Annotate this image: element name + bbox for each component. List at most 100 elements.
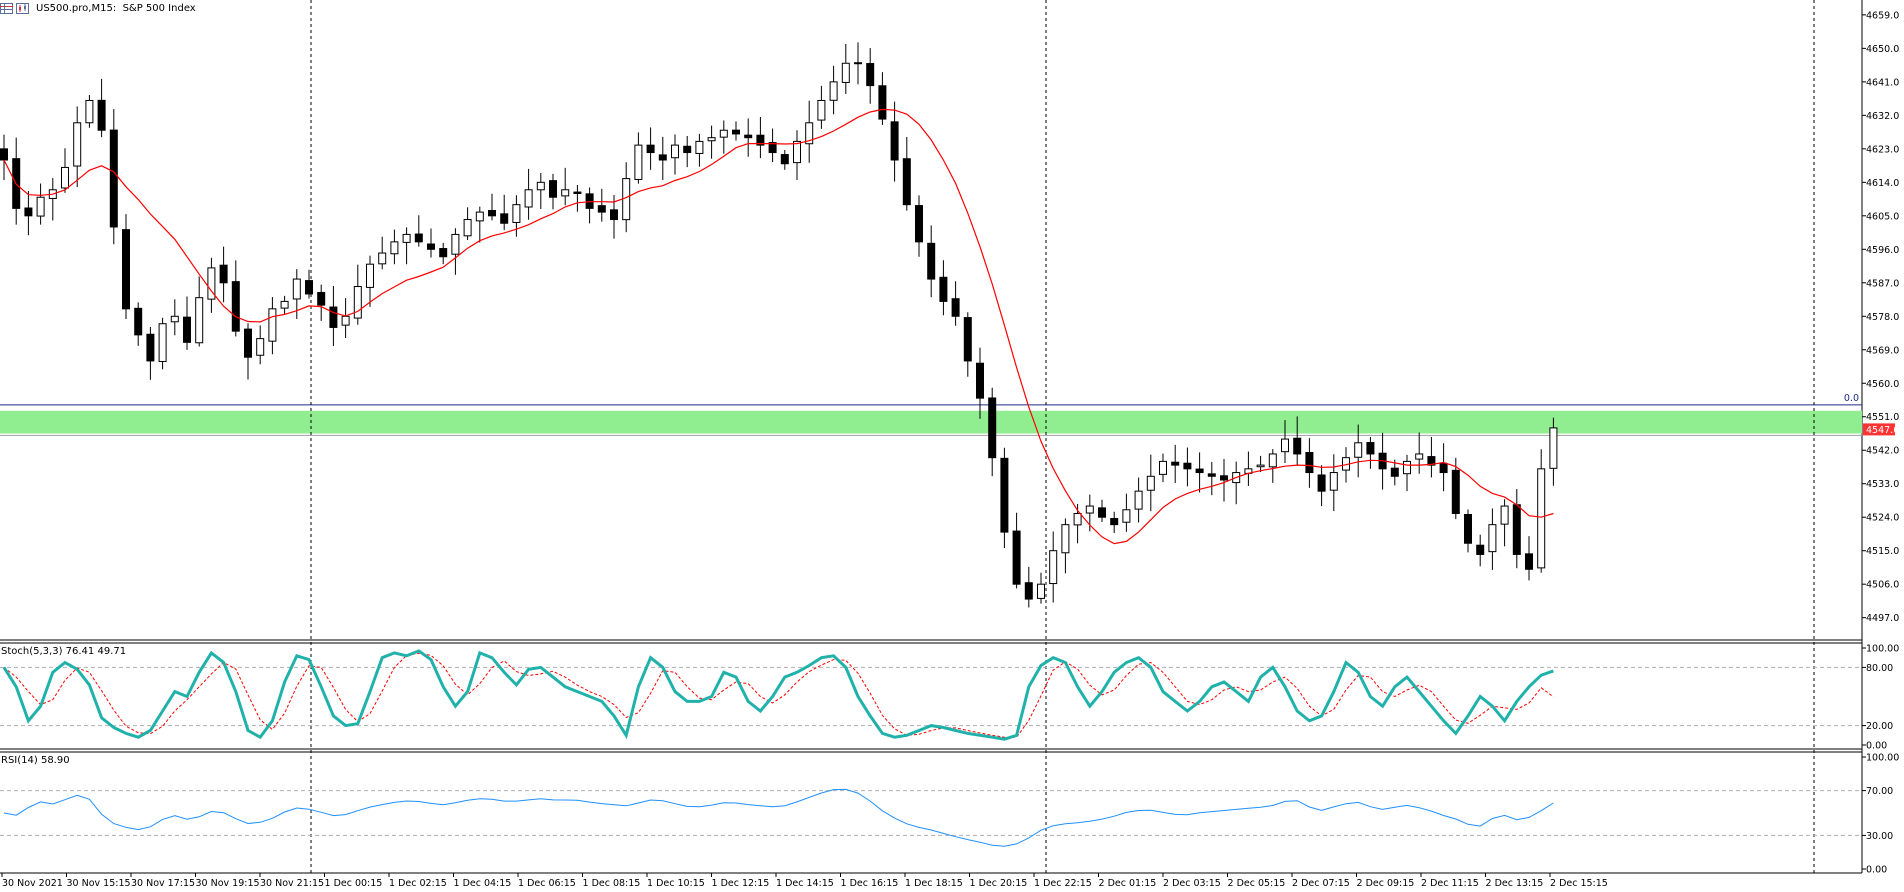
price-tick-label: 4578.0 xyxy=(1866,312,1899,323)
time-tick-label: 30 Nov 15:15 xyxy=(67,878,131,889)
candle-body xyxy=(24,207,33,217)
candle-body xyxy=(219,264,228,284)
stoch-main-line[interactable] xyxy=(2,649,1554,741)
candle-body xyxy=(366,263,374,288)
time-tick-label: 30 Nov 17:15 xyxy=(131,878,195,889)
candle-body xyxy=(85,99,94,124)
candle-body xyxy=(244,328,252,358)
candle-body xyxy=(207,267,216,300)
candle-body xyxy=(1110,517,1119,526)
time-tick-label: 30 Nov 2021 xyxy=(2,878,63,889)
candle-body xyxy=(1305,452,1314,474)
symbol-label: US500.pro,M15 xyxy=(36,2,113,14)
candle-body xyxy=(793,140,801,164)
rsi-line[interactable] xyxy=(3,788,1554,847)
candle-body xyxy=(890,121,899,161)
time-tick-label: 1 Dec 18:15 xyxy=(905,878,963,889)
chart-grid-icon[interactable] xyxy=(0,2,13,14)
candle-body xyxy=(1012,530,1021,585)
axes: 4497.0 4506.0 4515.0 4524.0 4533.0 4542.0 4551… xyxy=(1,10,1899,889)
candle-body xyxy=(854,62,862,65)
price-tick-label: 4533.0 xyxy=(1866,479,1899,490)
candle-body xyxy=(1293,437,1302,455)
candle-body xyxy=(536,181,545,191)
candle-body xyxy=(268,308,277,342)
candle-body xyxy=(1354,442,1363,458)
price-tick-label: 4623.0 xyxy=(1866,144,1899,155)
price-tick-label: 4569.0 xyxy=(1866,345,1899,356)
time-tick-label: 30 Nov 21:15 xyxy=(260,878,324,889)
candle-body xyxy=(1329,472,1338,491)
candle-body xyxy=(768,142,777,154)
rsi-tick-label: 100.00 xyxy=(1866,753,1899,764)
candle-body xyxy=(1049,550,1058,585)
stoch-tick-label: 0.00 xyxy=(1866,741,1887,752)
candle-body xyxy=(1183,462,1192,470)
candle-body xyxy=(97,99,106,131)
price-tick-label: 4497.0 xyxy=(1866,613,1899,624)
price-tick-label: 4551.0 xyxy=(1866,412,1899,423)
candle-body xyxy=(305,280,313,295)
rsi-tick-label: 0.00 xyxy=(1866,865,1887,876)
price-tick-label: 4596.0 xyxy=(1866,245,1899,256)
price-tick-label: 4641.0 xyxy=(1866,77,1899,88)
time-tick-label: 1 Dec 02:15 xyxy=(389,878,447,889)
candle-body xyxy=(939,276,948,302)
candle-body xyxy=(1549,427,1558,469)
price-tick-label: 4587.0 xyxy=(1866,278,1899,289)
support-resistance-zone[interactable] xyxy=(0,410,1862,434)
time-tick-label: 1 Dec 00:15 xyxy=(325,878,383,889)
candle-body xyxy=(1366,442,1375,455)
candle-body xyxy=(195,297,204,344)
candle-body xyxy=(878,85,887,120)
candle-body xyxy=(414,233,423,243)
candle-body xyxy=(1134,490,1143,510)
moving-average-line[interactable] xyxy=(3,108,1554,545)
candle-body xyxy=(549,180,557,198)
chart-header: US500.pro,M15: S&P 500 Index xyxy=(0,1,196,15)
candle-body xyxy=(817,99,826,121)
price-tick-label: 4542.0 xyxy=(1866,446,1899,457)
candle-body xyxy=(1000,457,1009,533)
rsi-panel[interactable] xyxy=(0,788,1862,847)
candle-body xyxy=(1195,468,1204,474)
time-tick-label: 2 Dec 01:15 xyxy=(1099,878,1157,889)
candle-body xyxy=(1488,524,1497,553)
candle-body xyxy=(1061,524,1070,554)
candle-body xyxy=(671,144,679,159)
time-tick-label: 1 Dec 04:15 xyxy=(454,878,512,889)
candle-body xyxy=(634,144,643,180)
candle-body xyxy=(1122,509,1131,523)
time-tick-label: 1 Dec 06:15 xyxy=(518,878,576,889)
candle-body xyxy=(378,252,387,265)
time-tick-label: 2 Dec 07:15 xyxy=(1292,878,1350,889)
candle-body xyxy=(561,189,570,197)
candle-body xyxy=(488,210,496,217)
candle-body xyxy=(475,211,484,222)
time-tick-label: 2 Dec 05:15 xyxy=(1228,878,1286,889)
candle-body xyxy=(1207,473,1216,477)
candle-body xyxy=(122,229,130,310)
fib-level-label: 0.0 xyxy=(1844,393,1859,404)
stoch-tick-label: 100.00 xyxy=(1866,644,1899,655)
time-tick-label: 2 Dec 13:15 xyxy=(1486,878,1544,889)
candle-body xyxy=(183,316,191,343)
symbol-description: S&P 500 Index xyxy=(122,2,196,14)
candle-body xyxy=(1171,461,1180,466)
candle-body xyxy=(902,158,911,206)
chart-title: US500.pro,M15: S&P 500 Index xyxy=(36,2,196,14)
stochastic-panel[interactable] xyxy=(0,649,1862,741)
candle-body xyxy=(719,129,728,138)
rsi-tick-label: 70.00 xyxy=(1866,786,1893,797)
candle-body xyxy=(597,205,606,213)
candle-body xyxy=(1281,438,1289,453)
candle-body xyxy=(1317,474,1326,492)
stoch-signal-line[interactable] xyxy=(3,652,1554,738)
candle-body xyxy=(1073,512,1082,526)
candle-body xyxy=(1085,505,1094,514)
candle-chart-icon[interactable] xyxy=(16,2,29,14)
stoch-tick-label: 20.00 xyxy=(1866,721,1893,732)
main-price-panel[interactable]: 0.0 xyxy=(0,0,1863,874)
current-price-tag xyxy=(1863,423,1895,436)
